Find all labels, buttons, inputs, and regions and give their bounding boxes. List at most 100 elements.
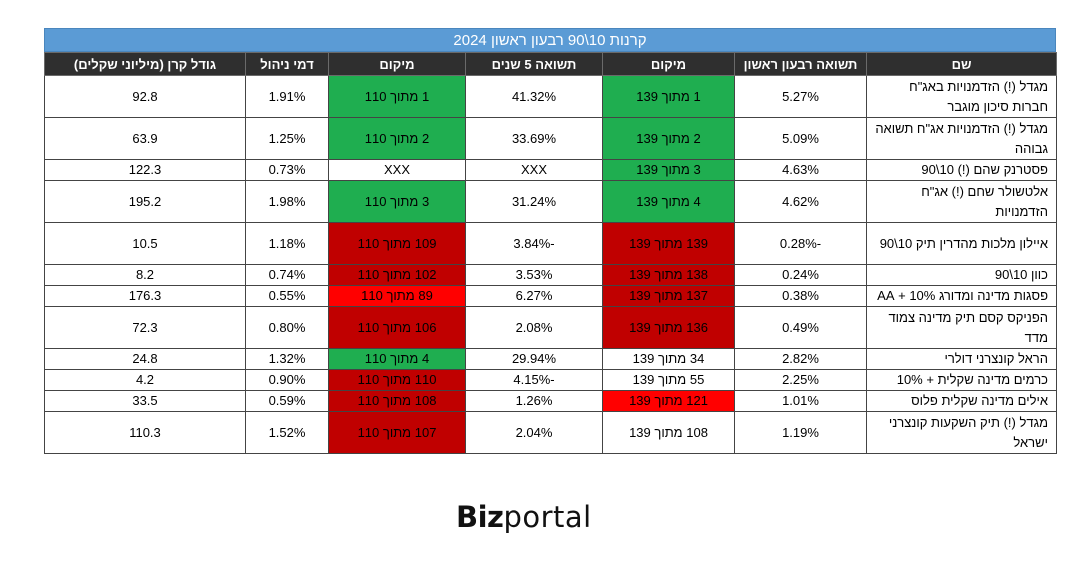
five-year-return-cell: 1.26% [465,390,603,412]
five-year-return-cell: -3.84% [465,222,603,265]
five-year-rank-cell: XXX [328,159,466,181]
q1-rank-cell: 4 מתוך 139 [602,180,735,223]
bizportal-logo: Biz portal [456,500,640,534]
fund-size-cell: 176.3 [44,285,246,307]
five-year-return-cell: 29.94% [465,348,603,370]
fund-size-cell: 33.5 [44,390,246,412]
five-year-rank-cell: 2 מתוך 110 [328,117,466,160]
five-year-return-cell: 2.04% [465,411,603,454]
management-fee-cell: 1.98% [245,180,329,223]
table-row: מגדל (!) הזדמנויות באג"ח חברות סיכון מוג… [44,75,1057,118]
five-year-rank-cell: 109 מתוך 110 [328,222,466,265]
fund-size-cell: 195.2 [44,180,246,223]
q1-return-cell: 1.01% [734,390,867,412]
fund-name-cell: פסטרנק שהם (!) 10\90 [866,159,1057,181]
q1-return-cell: 5.09% [734,117,867,160]
fund-name-cell: מגדל (!) תיק השקעות קונצרני ישראל [866,411,1057,454]
table-row: אילים מדינה שקלית פלוס 1.01% 121 מתוך 139 1… [44,390,1057,412]
five-year-rank-cell: 1 מתוך 110 [328,75,466,118]
fund-size-cell: 4.2 [44,369,246,391]
management-fee-cell: 1.18% [245,222,329,265]
five-year-return-cell: 2.08% [465,306,603,349]
fund-name-cell: כוון 10\90 [866,264,1057,286]
fund-name-cell: איילון מלכות מהדרין תיק 10\90 [866,222,1057,265]
q1-rank-cell: 3 מתוך 139 [602,159,735,181]
q1-rank-cell: 55 מתוך 139 [602,369,735,391]
q1-return-cell: -0.28% [734,222,867,265]
five-year-rank-cell: 108 מתוך 110 [328,390,466,412]
column-header-5y-rank: מיקום [328,52,466,76]
five-year-return-cell: 41.32% [465,75,603,118]
table-row: כרמים מדינה שקלית + 10% 2.25% 55 מתוך 139-… [44,369,1057,391]
five-year-rank-cell: 107 מתוך 110 [328,411,466,454]
q1-rank-cell: 34 מתוך 139 [602,348,735,370]
q1-return-cell: 1.19% [734,411,867,454]
table-row: הראל קונצרני דולרי 2.82% 34 מתוך 139 29.94%… [44,348,1057,370]
column-header-q1-rank: מיקום [602,52,735,76]
management-fee-cell: 1.52% [245,411,329,454]
q1-rank-cell: 139 מתוך 139 [602,222,735,265]
q1-rank-cell: 2 מתוך 139 [602,117,735,160]
table-row: הפניקס קסם תיק מדינה צמוד מדד 0.49% 136 מת… [44,306,1057,349]
management-fee-cell: 0.80% [245,306,329,349]
management-fee-cell: 1.32% [245,348,329,370]
five-year-rank-cell: 110 מתוך 110 [328,369,466,391]
logo-biz-text: Biz [456,500,504,534]
fund-name-cell: הראל קונצרני דולרי [866,348,1057,370]
table-row: כוון 10\90 0.24% 138 מתוך 139 3.53% 102 מתוך… [44,264,1057,286]
management-fee-cell: 1.91% [245,75,329,118]
q1-rank-cell: 137 מתוך 139 [602,285,735,307]
fund-size-cell: 122.3 [44,159,246,181]
q1-return-cell: 2.82% [734,348,867,370]
five-year-return-cell: 31.24% [465,180,603,223]
fund-name-cell: אילים מדינה שקלית פלוס [866,390,1057,412]
column-header-name: שם [866,52,1057,76]
table-row: פסטרנק שהם (!) 10\90 4.63% 3 מתוך 139 XXX XX… [44,159,1057,181]
funds-table: שם תשואה רבעון ראשון מיקום תשואה 5 שנים … [44,52,1057,454]
five-year-return-cell: 3.53% [465,264,603,286]
fund-size-cell: 8.2 [44,264,246,286]
five-year-return-cell: 6.27% [465,285,603,307]
table-title: קרנות 10\90 רבעון ראשון 2024 [44,28,1056,52]
q1-rank-cell: 1 מתוך 139 [602,75,735,118]
fund-size-cell: 92.8 [44,75,246,118]
q1-return-cell: 4.63% [734,159,867,181]
management-fee-cell: 0.74% [245,264,329,286]
column-header-fund-size: גודל קרן (מיליוני שקלים) [44,52,246,76]
column-header-q1-return: תשואה רבעון ראשון [734,52,867,76]
table-row: איילון מלכות מהדרין תיק 10\90 -0.28% 139 מ… [44,222,1057,265]
five-year-return-cell: XXX [465,159,603,181]
q1-return-cell: 0.38% [734,285,867,307]
q1-rank-cell: 121 מתוך 139 [602,390,735,412]
q1-rank-cell: 136 מתוך 139 [602,306,735,349]
five-year-return-cell: -4.15% [465,369,603,391]
q1-rank-cell: 108 מתוך 139 [602,411,735,454]
logo-portal-text: portal [503,500,592,534]
fund-name-cell: מגדל (!) הזדמנויות באג"ח חברות סיכון מוג… [866,75,1057,118]
management-fee-cell: 0.55% [245,285,329,307]
management-fee-cell: 0.73% [245,159,329,181]
q1-return-cell: 0.24% [734,264,867,286]
five-year-rank-cell: 106 מתוך 110 [328,306,466,349]
table-row: מגדל (!) תיק השקעות קונצרני ישראל 1.19% 10… [44,411,1057,454]
five-year-return-cell: 33.69% [465,117,603,160]
table-row: מגדל (!) הזדמנויות אג"ח תשואה גבוהה 5.09%… [44,117,1057,160]
q1-return-cell: 4.62% [734,180,867,223]
management-fee-cell: 1.25% [245,117,329,160]
q1-rank-cell: 138 מתוך 139 [602,264,735,286]
column-header-5y-return: תשואה 5 שנים [465,52,603,76]
fund-name-cell: כרמים מדינה שקלית + 10% [866,369,1057,391]
q1-return-cell: 2.25% [734,369,867,391]
fund-name-cell: הפניקס קסם תיק מדינה צמוד מדד [866,306,1057,349]
fund-name-cell: פסגות מדינה ומדורג 10% + AA [866,285,1057,307]
fund-name-cell: אלטשולר שחם (!) אג"ח הזדמנויות [866,180,1057,223]
table-row: פסגות מדינה ומדורג 10% + AA 0.38% 137 מתוך… [44,285,1057,307]
fund-size-cell: 72.3 [44,306,246,349]
fund-size-cell: 24.8 [44,348,246,370]
five-year-rank-cell: 3 מתוך 110 [328,180,466,223]
header-row: שם תשואה רבעון ראשון מיקום תשואה 5 שנים … [44,52,1057,76]
column-header-management-fee: דמי ניהול [245,52,329,76]
fund-size-cell: 110.3 [44,411,246,454]
q1-return-cell: 5.27% [734,75,867,118]
fund-size-cell: 10.5 [44,222,246,265]
